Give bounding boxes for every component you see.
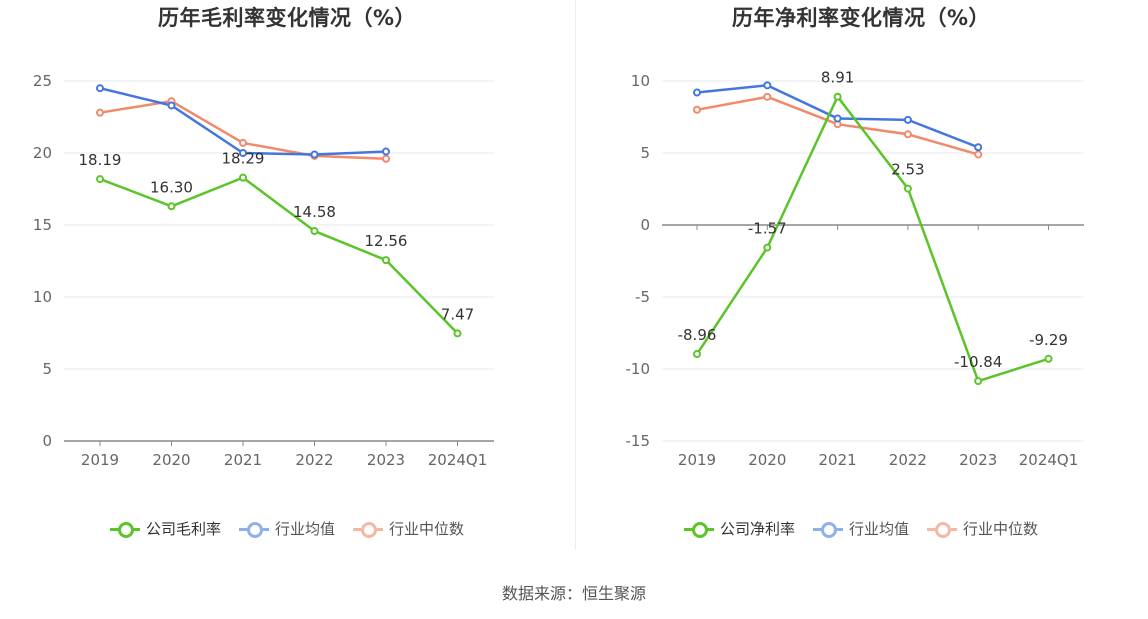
x-tick-label: 2022 <box>889 451 927 469</box>
x-tick-label: 2020 <box>748 451 786 469</box>
x-tick-label: 2022 <box>295 451 333 469</box>
data-point <box>96 108 104 117</box>
legend-line-marker-icon <box>238 521 269 538</box>
panel-divider <box>575 0 576 550</box>
data-point <box>763 81 772 90</box>
data-point <box>310 150 319 159</box>
chart-title: 历年毛利率变化情况（%） <box>157 6 417 30</box>
data-point <box>453 329 462 338</box>
data-point <box>96 84 104 93</box>
chart-title: 历年净利率变化情况（%） <box>731 6 991 30</box>
y-tick-label: 20 <box>33 144 52 162</box>
data-point <box>974 377 983 386</box>
x-tick-label: 2019 <box>678 451 716 469</box>
y-tick-label: 0 <box>640 216 650 234</box>
legend-line-marker-icon <box>683 521 714 538</box>
y-tick-label: 0 <box>42 432 52 450</box>
y-tick-label: 10 <box>33 288 52 306</box>
legend-item-industry-median[interactable]: 行业中位数 <box>353 518 464 539</box>
data-label: -8.96 <box>678 326 717 344</box>
data-point <box>382 154 390 163</box>
y-tick-label: 5 <box>640 144 650 162</box>
data-point <box>239 138 247 147</box>
y-tick-label: -10 <box>626 360 651 378</box>
data-source: 数据来源：恒生聚源 <box>501 584 646 603</box>
data-label: 14.58 <box>293 203 336 221</box>
data-label: 7.47 <box>441 305 474 323</box>
data-point <box>310 227 319 236</box>
data-label: 8.91 <box>821 69 854 87</box>
data-point <box>903 115 912 124</box>
data-point <box>833 114 842 123</box>
company-line <box>99 176 459 335</box>
data-label: 18.19 <box>79 151 122 169</box>
legend-label: 公司毛利率 <box>145 520 221 538</box>
data-point <box>1044 354 1053 363</box>
data-point <box>903 130 912 139</box>
data-point <box>763 92 772 101</box>
y-tick-label: 25 <box>33 72 52 90</box>
legend-label: 行业均值 <box>274 520 335 538</box>
y-tick-label: 15 <box>33 216 52 234</box>
gross-margin-plot: 0 5 10 15 20 25 2019 2020 2021 2022 2023 2024Q1 18.1… <box>33 72 494 469</box>
x-tick-label: 2021 <box>224 451 262 469</box>
data-point <box>239 149 247 157</box>
x-tick-label: 2020 <box>152 451 190 469</box>
data-point <box>763 243 772 252</box>
data-point <box>239 173 247 182</box>
legend-line-marker-icon <box>109 521 140 538</box>
legend-item-industry-avg[interactable]: 行业均值 <box>238 518 335 539</box>
data-label: 18.29 <box>222 150 265 168</box>
legend-item-industry-median[interactable]: 行业中位数 <box>927 518 1038 539</box>
y-tick-label: -5 <box>635 288 650 306</box>
data-label: -1.57 <box>748 220 787 238</box>
y-tick-label: -15 <box>626 432 651 450</box>
y-tick-label: 10 <box>631 72 650 90</box>
legend-item-company[interactable]: 公司净利率 <box>683 518 795 539</box>
data-label: -10.84 <box>954 353 1002 371</box>
data-point <box>693 88 701 97</box>
legend: 公司毛利率 行业均值 行业中位数 <box>0 518 574 539</box>
legend-line-marker-icon <box>353 521 383 538</box>
net-margin-plot: -15 -10 -5 0 5 10 2019 2020 2021 2022 2023 2024Q1 -8… <box>626 69 1084 469</box>
legend-item-company[interactable]: 公司毛利率 <box>109 518 221 539</box>
data-point <box>833 92 842 101</box>
data-point <box>974 150 983 159</box>
x-tick-label: 2024Q1 <box>428 451 488 469</box>
gross-margin-chart: 历年毛利率变化情况（%） 0 5 10 15 20 25 2019 2020 2021 2022 2… <box>0 0 574 560</box>
legend: 公司净利率 行业均值 行业中位数 <box>574 518 1148 539</box>
legend-line-marker-icon <box>812 521 843 538</box>
y-tick-label: 5 <box>42 360 52 378</box>
data-label: -9.29 <box>1029 331 1068 349</box>
data-point <box>382 256 390 265</box>
data-label: 16.30 <box>150 178 193 196</box>
x-tick-label: 2023 <box>367 451 405 469</box>
data-point <box>974 143 983 152</box>
x-tick-label: 2021 <box>819 451 857 469</box>
data-label: 2.53 <box>891 161 924 179</box>
data-label: 12.56 <box>365 232 408 250</box>
legend-line-marker-icon <box>927 521 957 538</box>
x-tick-label: 2023 <box>959 451 997 469</box>
data-point <box>693 105 701 114</box>
legend-item-industry-avg[interactable]: 行业均值 <box>812 518 909 539</box>
data-point <box>167 202 176 211</box>
legend-label: 行业中位数 <box>389 520 465 538</box>
data-point <box>96 175 104 184</box>
legend-label: 行业中位数 <box>963 520 1039 538</box>
company-line <box>695 95 1049 383</box>
data-point <box>382 147 390 156</box>
x-tick-label: 2024Q1 <box>1019 451 1079 469</box>
x-tick-label: 2019 <box>81 451 119 469</box>
legend-label: 公司净利率 <box>719 520 795 538</box>
data-point <box>693 350 701 359</box>
data-point <box>903 184 912 193</box>
net-margin-chart: 历年净利率变化情况（%） -15 -10 -5 0 5 10 2019 2020 2021 202… <box>574 0 1148 560</box>
data-point <box>167 101 176 110</box>
legend-label: 行业均值 <box>848 520 909 538</box>
